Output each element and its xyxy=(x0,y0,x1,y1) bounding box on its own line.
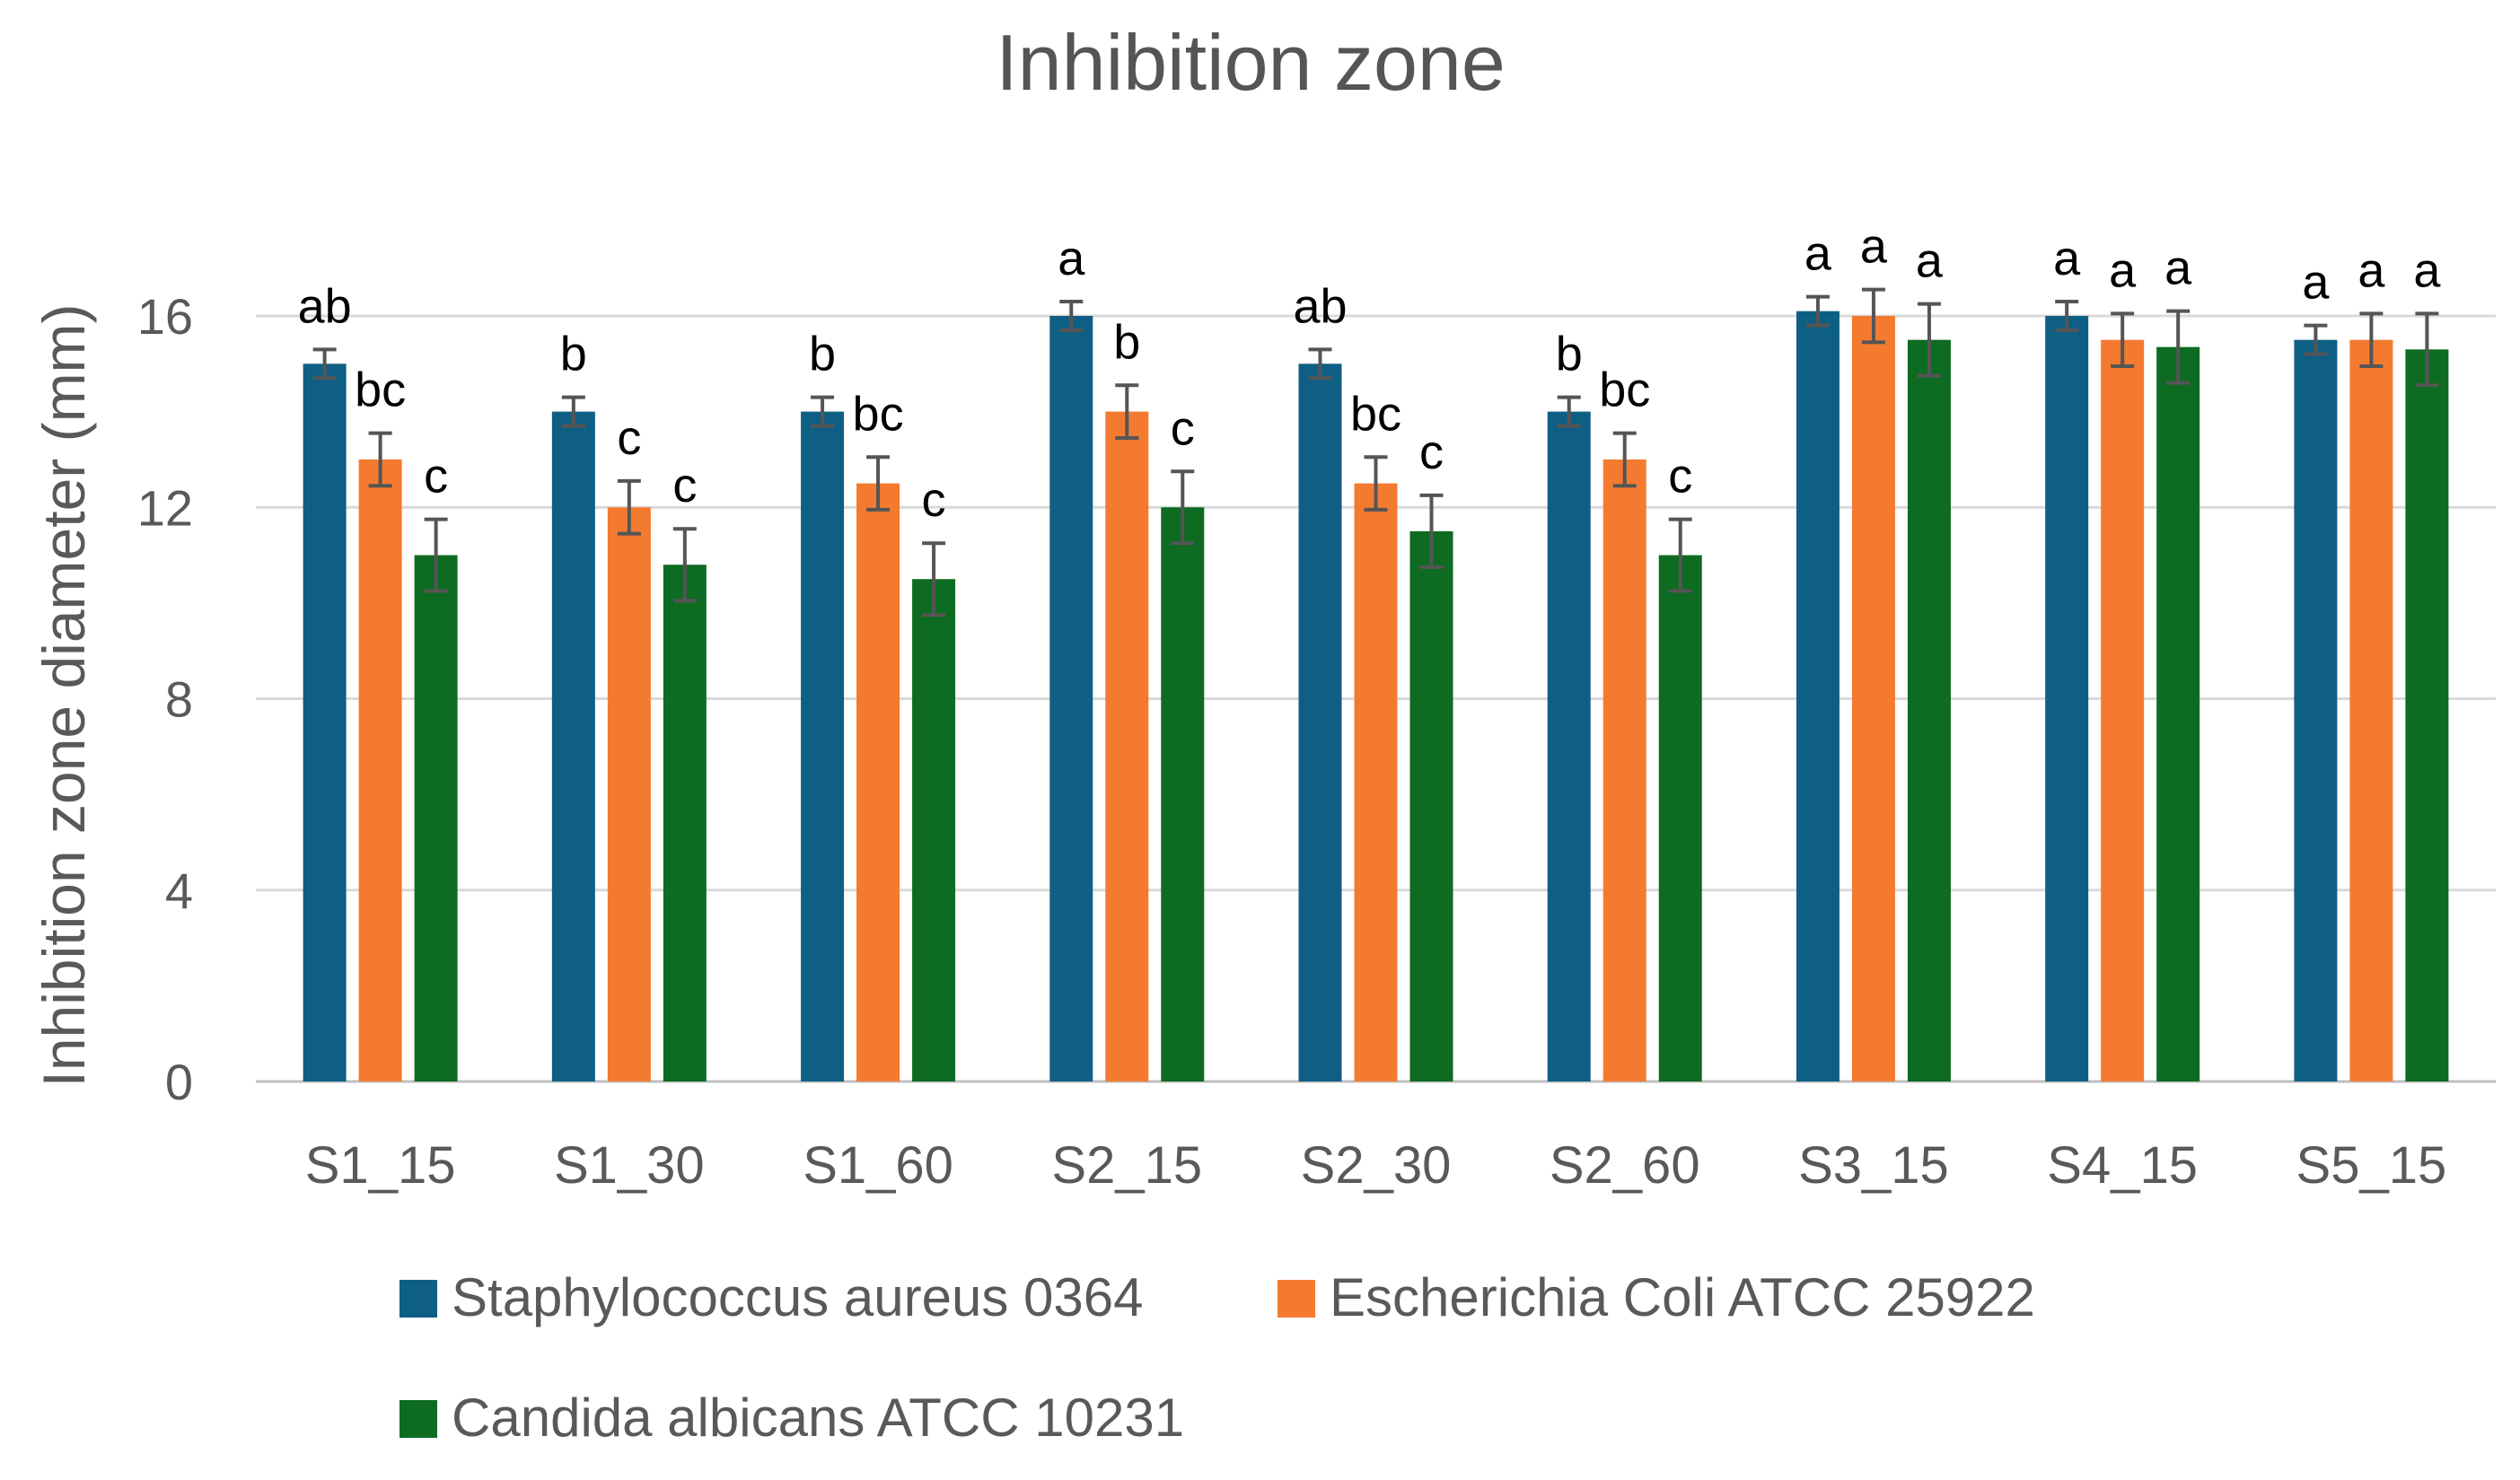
bar xyxy=(358,459,402,1082)
significance-label: ab xyxy=(1293,279,1347,333)
x-tick-label: S5_15 xyxy=(2296,1136,2447,1195)
bar xyxy=(1602,459,1646,1082)
bar xyxy=(2101,339,2145,1082)
bar xyxy=(551,411,595,1082)
significance-label: a xyxy=(2164,241,2192,295)
bar xyxy=(607,507,651,1082)
bars xyxy=(303,311,2449,1082)
x-tick-label: S1_60 xyxy=(803,1136,953,1195)
bar xyxy=(414,555,458,1082)
bar xyxy=(2294,339,2338,1082)
significance-label: b xyxy=(1113,315,1140,369)
y-tick-label: 12 xyxy=(137,479,193,536)
bar xyxy=(1049,316,1093,1082)
legend-label: Staphylococcus aureus 0364 xyxy=(452,1267,1144,1327)
x-tick-label: S4_15 xyxy=(2047,1136,2198,1195)
bar xyxy=(663,565,707,1082)
x-axis-categories: S1_15 S1_30 S1_60 S2_15 S2_30 S2_60 S3_15 S4_15… xyxy=(305,1136,2446,1195)
bar xyxy=(2156,346,2200,1082)
x-tick-label: S2_60 xyxy=(1550,1136,1700,1195)
significance-label: a xyxy=(1058,232,1085,285)
legend-swatch xyxy=(400,1400,437,1438)
x-tick-label: S2_30 xyxy=(1301,1136,1452,1195)
x-tick-label: S1_15 xyxy=(305,1136,456,1195)
legend-label: Candida albicans ATCC 10231 xyxy=(452,1388,1184,1448)
bar xyxy=(2349,339,2393,1082)
bar xyxy=(912,579,956,1082)
significance-label: a xyxy=(2302,256,2330,310)
bar xyxy=(1547,411,1591,1082)
error-bars xyxy=(312,287,2439,617)
significance-label: bc xyxy=(355,363,406,417)
significance-label: c xyxy=(424,450,448,504)
bar xyxy=(1161,507,1205,1082)
significance-label: bc xyxy=(1350,387,1401,441)
significance-label: bc xyxy=(1599,363,1650,417)
significance-label: c xyxy=(1668,450,1692,504)
x-tick-label: S1_30 xyxy=(554,1136,705,1195)
significance-label: c xyxy=(1419,425,1444,479)
bar xyxy=(2405,349,2449,1082)
significance-label: a xyxy=(2109,243,2137,297)
bar xyxy=(1105,411,1149,1082)
y-tick-label: 16 xyxy=(137,288,193,345)
bar xyxy=(303,363,347,1082)
chart-title: Inhibition zone xyxy=(996,18,1506,107)
y-axis-label: Inhibition zone diameter (mm) xyxy=(31,303,97,1087)
significance-label: b xyxy=(560,328,587,381)
significance-label: ab xyxy=(298,279,352,333)
significance-label: c xyxy=(672,459,697,512)
significance-label: a xyxy=(1916,234,1944,288)
significance-label: a xyxy=(1804,227,1832,281)
significance-label: a xyxy=(2053,232,2081,285)
significance-label: c xyxy=(922,473,946,527)
bar xyxy=(1658,555,1702,1082)
legend: Staphylococcus aureus 0364 Escherichia Co… xyxy=(400,1267,2035,1448)
legend-swatch xyxy=(1278,1280,1315,1318)
significance-label: a xyxy=(2358,243,2385,297)
significance-label: b xyxy=(1556,328,1583,381)
bar xyxy=(1796,311,1840,1082)
bar xyxy=(1851,316,1895,1082)
bar xyxy=(1409,530,1453,1082)
significance-label: c xyxy=(1171,401,1195,455)
bar xyxy=(1354,483,1398,1082)
x-tick-label: S3_15 xyxy=(1798,1136,1949,1195)
bar xyxy=(801,411,845,1082)
legend-swatch xyxy=(400,1280,437,1318)
y-tick-label: 4 xyxy=(165,863,193,919)
y-axis-ticks: 0 4 8 12 16 xyxy=(137,288,193,1110)
significance-label: a xyxy=(1860,220,1888,274)
bar xyxy=(1907,339,1951,1082)
significance-label: bc xyxy=(853,387,904,441)
significance-label: c xyxy=(617,411,641,465)
y-tick-label: 8 xyxy=(165,671,193,728)
significance-label: a xyxy=(2413,243,2441,297)
significance-label: b xyxy=(809,328,836,381)
x-tick-label: S2_15 xyxy=(1051,1136,1202,1195)
bar xyxy=(856,483,900,1082)
legend-label: Escherichia Coli ATCC 25922 xyxy=(1330,1267,2035,1327)
y-tick-label: 0 xyxy=(165,1054,193,1110)
bar xyxy=(2045,316,2089,1082)
bar xyxy=(1298,363,1342,1082)
